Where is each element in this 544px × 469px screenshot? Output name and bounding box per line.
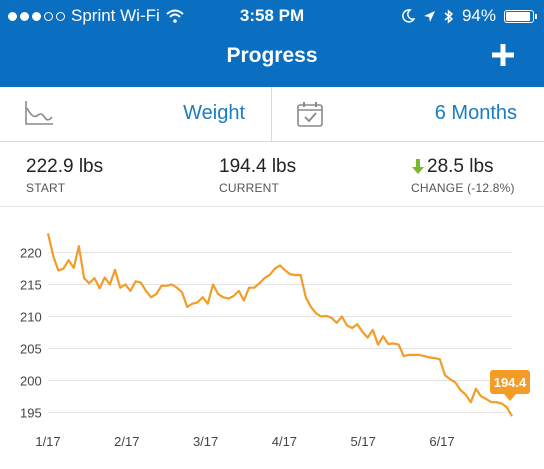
- signal-dots-icon: [8, 11, 65, 21]
- range-label: 6 Months: [434, 102, 517, 124]
- carrier-label: Sprint Wi-Fi: [71, 6, 160, 25]
- calendar-check-icon: [297, 102, 323, 127]
- location-arrow-icon: [423, 10, 435, 22]
- x-tick-label: 6/17: [429, 434, 454, 449]
- y-tick-label: 220: [20, 246, 42, 261]
- moon-icon: [402, 9, 415, 23]
- start-label: START: [26, 181, 66, 195]
- y-tick-label: 205: [20, 341, 42, 356]
- app-header: Sprint Wi-Fi 3:58 PM 94% Progress: [0, 0, 544, 87]
- weight-series-line: [46, 233, 513, 417]
- stat-start: 222.9 lbs START: [26, 156, 103, 195]
- x-tick-label: 4/17: [272, 434, 297, 449]
- stat-change: 28.5 lbs CHANGE (-12.8%): [411, 156, 515, 195]
- metric-range-selector: Weight 6 Months: [0, 87, 544, 142]
- range-selector[interactable]: 6 Months: [272, 87, 543, 141]
- metric-selector[interactable]: Weight: [0, 87, 272, 141]
- start-value: 222.9 lbs: [26, 156, 104, 177]
- current-value-callout: [490, 370, 530, 394]
- x-tick-label: 3/17: [193, 434, 218, 449]
- battery-percent: 94%: [461, 6, 496, 25]
- callout-pointer: [504, 394, 516, 401]
- page-title: Progress: [226, 44, 318, 67]
- weight-chart: 220 215 210 205 200 195 1/17 2/17 3/17 4/17 5/17 6/…: [20, 233, 530, 449]
- change-value: 28.5 lbs: [427, 156, 494, 177]
- add-entry-button[interactable]: [492, 38, 514, 72]
- stats-summary: 222.9 lbs START 194.4 lbs CURRENT 28.5 l…: [0, 142, 544, 207]
- y-tick-label: 215: [20, 278, 42, 293]
- y-tick-label: 195: [20, 405, 42, 420]
- x-tick-label: 5/17: [351, 434, 376, 449]
- status-time: 3:58 PM: [239, 6, 305, 25]
- line-chart-icon: [25, 101, 53, 125]
- wifi-icon: [166, 9, 184, 23]
- bluetooth-icon: [444, 8, 454, 24]
- current-label: CURRENT: [219, 181, 280, 195]
- x-tick-label: 2/17: [114, 434, 139, 449]
- plus-icon: [492, 44, 514, 66]
- x-tick-label: 1/17: [35, 434, 60, 449]
- status-bar: Sprint Wi-Fi 3:58 PM 94%: [0, 0, 544, 32]
- y-tick-label: 200: [20, 373, 42, 388]
- battery-icon: [504, 9, 537, 23]
- y-tick-label: 210: [20, 310, 42, 325]
- stat-current: 194.4 lbs CURRENT: [219, 156, 296, 195]
- change-label: CHANGE (-12.8%): [411, 181, 515, 195]
- current-value: 194.4 lbs: [219, 156, 297, 177]
- down-arrow-icon: [412, 159, 424, 174]
- metric-label: Weight: [183, 102, 245, 124]
- callout-label: 194.4: [494, 375, 527, 390]
